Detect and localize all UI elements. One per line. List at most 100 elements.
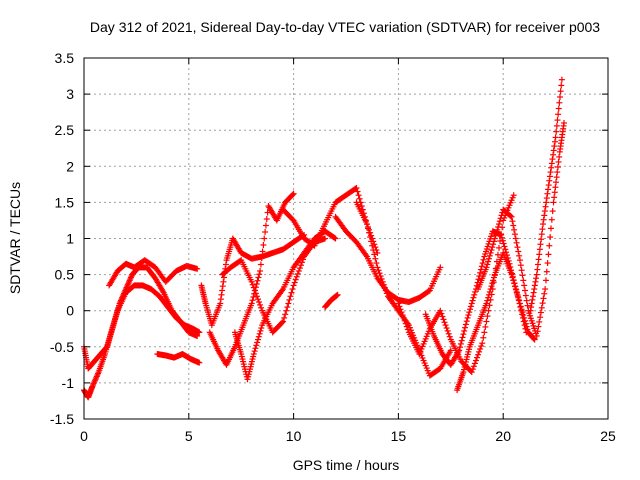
data-point <box>549 208 556 215</box>
data-point <box>522 320 529 327</box>
data-point <box>286 296 293 303</box>
data-point <box>552 134 559 141</box>
data-point <box>498 212 505 219</box>
data-point <box>535 323 542 330</box>
data-point <box>529 293 536 300</box>
data-point <box>550 151 557 158</box>
data-point <box>478 263 485 270</box>
series-arc-16 <box>475 119 567 339</box>
data-point <box>355 192 362 199</box>
data-point <box>511 280 518 287</box>
data-point <box>356 195 363 202</box>
data-point <box>380 281 387 288</box>
series-arc-4 <box>154 351 203 366</box>
data-point <box>547 234 554 241</box>
data-point <box>547 169 554 176</box>
data-point <box>482 323 489 330</box>
data-point <box>257 301 264 308</box>
data-point <box>531 336 538 343</box>
data-point <box>383 290 390 297</box>
data-point <box>510 192 517 199</box>
data-point <box>257 267 264 274</box>
data-point <box>477 269 484 276</box>
data-point <box>256 330 263 337</box>
data-point <box>371 251 378 258</box>
data-point <box>447 347 454 354</box>
data-point <box>518 306 525 313</box>
y-tick-label: 3.5 <box>55 50 75 66</box>
data-point <box>253 293 260 300</box>
data-point <box>295 267 302 274</box>
data-point <box>535 256 542 263</box>
data-point <box>377 273 384 280</box>
data-point <box>373 260 380 267</box>
data-point <box>462 324 469 331</box>
data-point <box>486 252 493 259</box>
data-point <box>196 359 203 366</box>
x-tick-label: 20 <box>495 428 511 444</box>
data-point <box>480 334 487 341</box>
data-point <box>542 203 549 210</box>
data-point <box>397 306 404 313</box>
data-point <box>546 177 553 184</box>
series-arc-6 <box>206 190 297 368</box>
data-point <box>439 313 446 320</box>
data-point <box>474 354 480 361</box>
data-point <box>468 369 475 376</box>
data-point <box>365 225 372 232</box>
data-point <box>219 283 226 290</box>
data-point <box>370 247 377 254</box>
data-point <box>513 288 520 295</box>
data-point <box>258 254 265 261</box>
data-point <box>437 264 444 271</box>
data-point <box>280 318 287 325</box>
data-point <box>524 302 531 309</box>
data-point <box>548 160 555 167</box>
data-point <box>251 287 258 294</box>
data-point <box>514 291 521 298</box>
data-point <box>402 320 409 327</box>
data-point <box>217 296 224 303</box>
data-point <box>254 339 261 346</box>
data-point <box>220 278 227 285</box>
data-point <box>508 213 515 220</box>
data-point <box>520 277 527 284</box>
data-point <box>514 244 521 251</box>
data-point <box>254 336 261 343</box>
data-point <box>539 300 546 307</box>
data-point <box>522 292 529 299</box>
x-axis-label: GPS time / hours <box>293 457 400 473</box>
data-point <box>258 304 265 311</box>
data-point <box>545 251 552 258</box>
data-point <box>518 267 525 274</box>
data-point <box>509 218 516 225</box>
data-point <box>484 297 491 304</box>
data-point <box>551 138 558 145</box>
data-point <box>543 268 550 275</box>
data-point <box>500 240 507 247</box>
data-point <box>538 304 545 311</box>
data-point <box>555 158 562 165</box>
data-point <box>534 266 541 273</box>
data-point <box>261 235 268 242</box>
data-point <box>467 303 474 310</box>
data-point <box>516 252 523 259</box>
data-point <box>254 296 261 303</box>
data-point <box>494 226 501 233</box>
data-point <box>517 262 524 269</box>
data-point <box>334 291 341 298</box>
data-point <box>369 242 376 249</box>
data-point <box>374 249 381 256</box>
data-point <box>263 216 270 223</box>
data-point <box>289 191 296 198</box>
data-point <box>528 300 535 307</box>
data-point <box>255 333 262 340</box>
data-point <box>541 212 548 219</box>
data-point <box>292 276 299 283</box>
data-point <box>512 286 519 293</box>
series-arc-9 <box>280 184 381 256</box>
data-point <box>485 307 492 314</box>
data-point <box>484 261 491 268</box>
data-point <box>547 225 554 232</box>
